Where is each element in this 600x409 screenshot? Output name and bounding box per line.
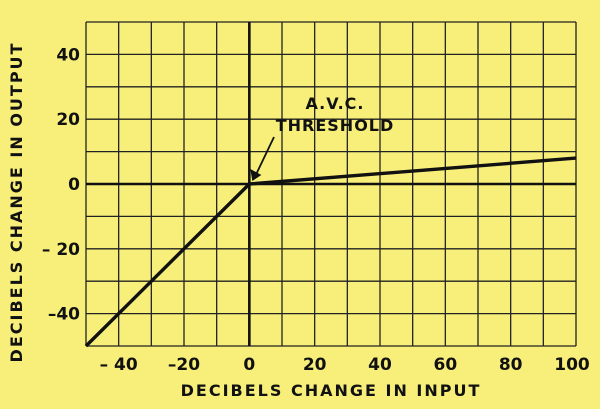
y-tick-label: –40	[48, 305, 80, 325]
annotation: A.V.C. THRESHOLD	[250, 94, 395, 181]
x-tick-label: –20	[168, 355, 200, 375]
annotation-arrow-shaft	[254, 136, 275, 177]
y-tick-label: 0	[68, 175, 80, 195]
x-tick-label: 80	[499, 355, 523, 375]
x-tick-label: 40	[368, 355, 392, 375]
x-axis-label: DECIBELS CHANGE IN INPUT	[181, 381, 482, 400]
annotation-line-1: A.V.C.	[306, 94, 365, 113]
x-tick-label: 20	[303, 355, 327, 375]
series	[84, 156, 577, 348]
tick-labels: – 40 –20 0 20 40 60 80 100 40 20 0 – 20 –40	[42, 45, 590, 375]
annotation-arrow-head	[250, 169, 262, 181]
axes	[86, 22, 576, 346]
x-tick-label: – 40	[100, 355, 138, 375]
x-tick-label: 0	[243, 355, 255, 375]
y-tick-label: – 20	[42, 240, 80, 260]
y-tick-label: 20	[56, 110, 80, 130]
y-tick-label: 40	[56, 45, 80, 65]
x-tick-label: 60	[433, 355, 457, 375]
series-line	[84, 156, 577, 348]
y-axis-label: DECIBELS CHANGE IN OUTPUT	[7, 42, 26, 363]
x-tick-label: 100	[554, 355, 590, 375]
annotation-line-2: THRESHOLD	[276, 116, 395, 135]
